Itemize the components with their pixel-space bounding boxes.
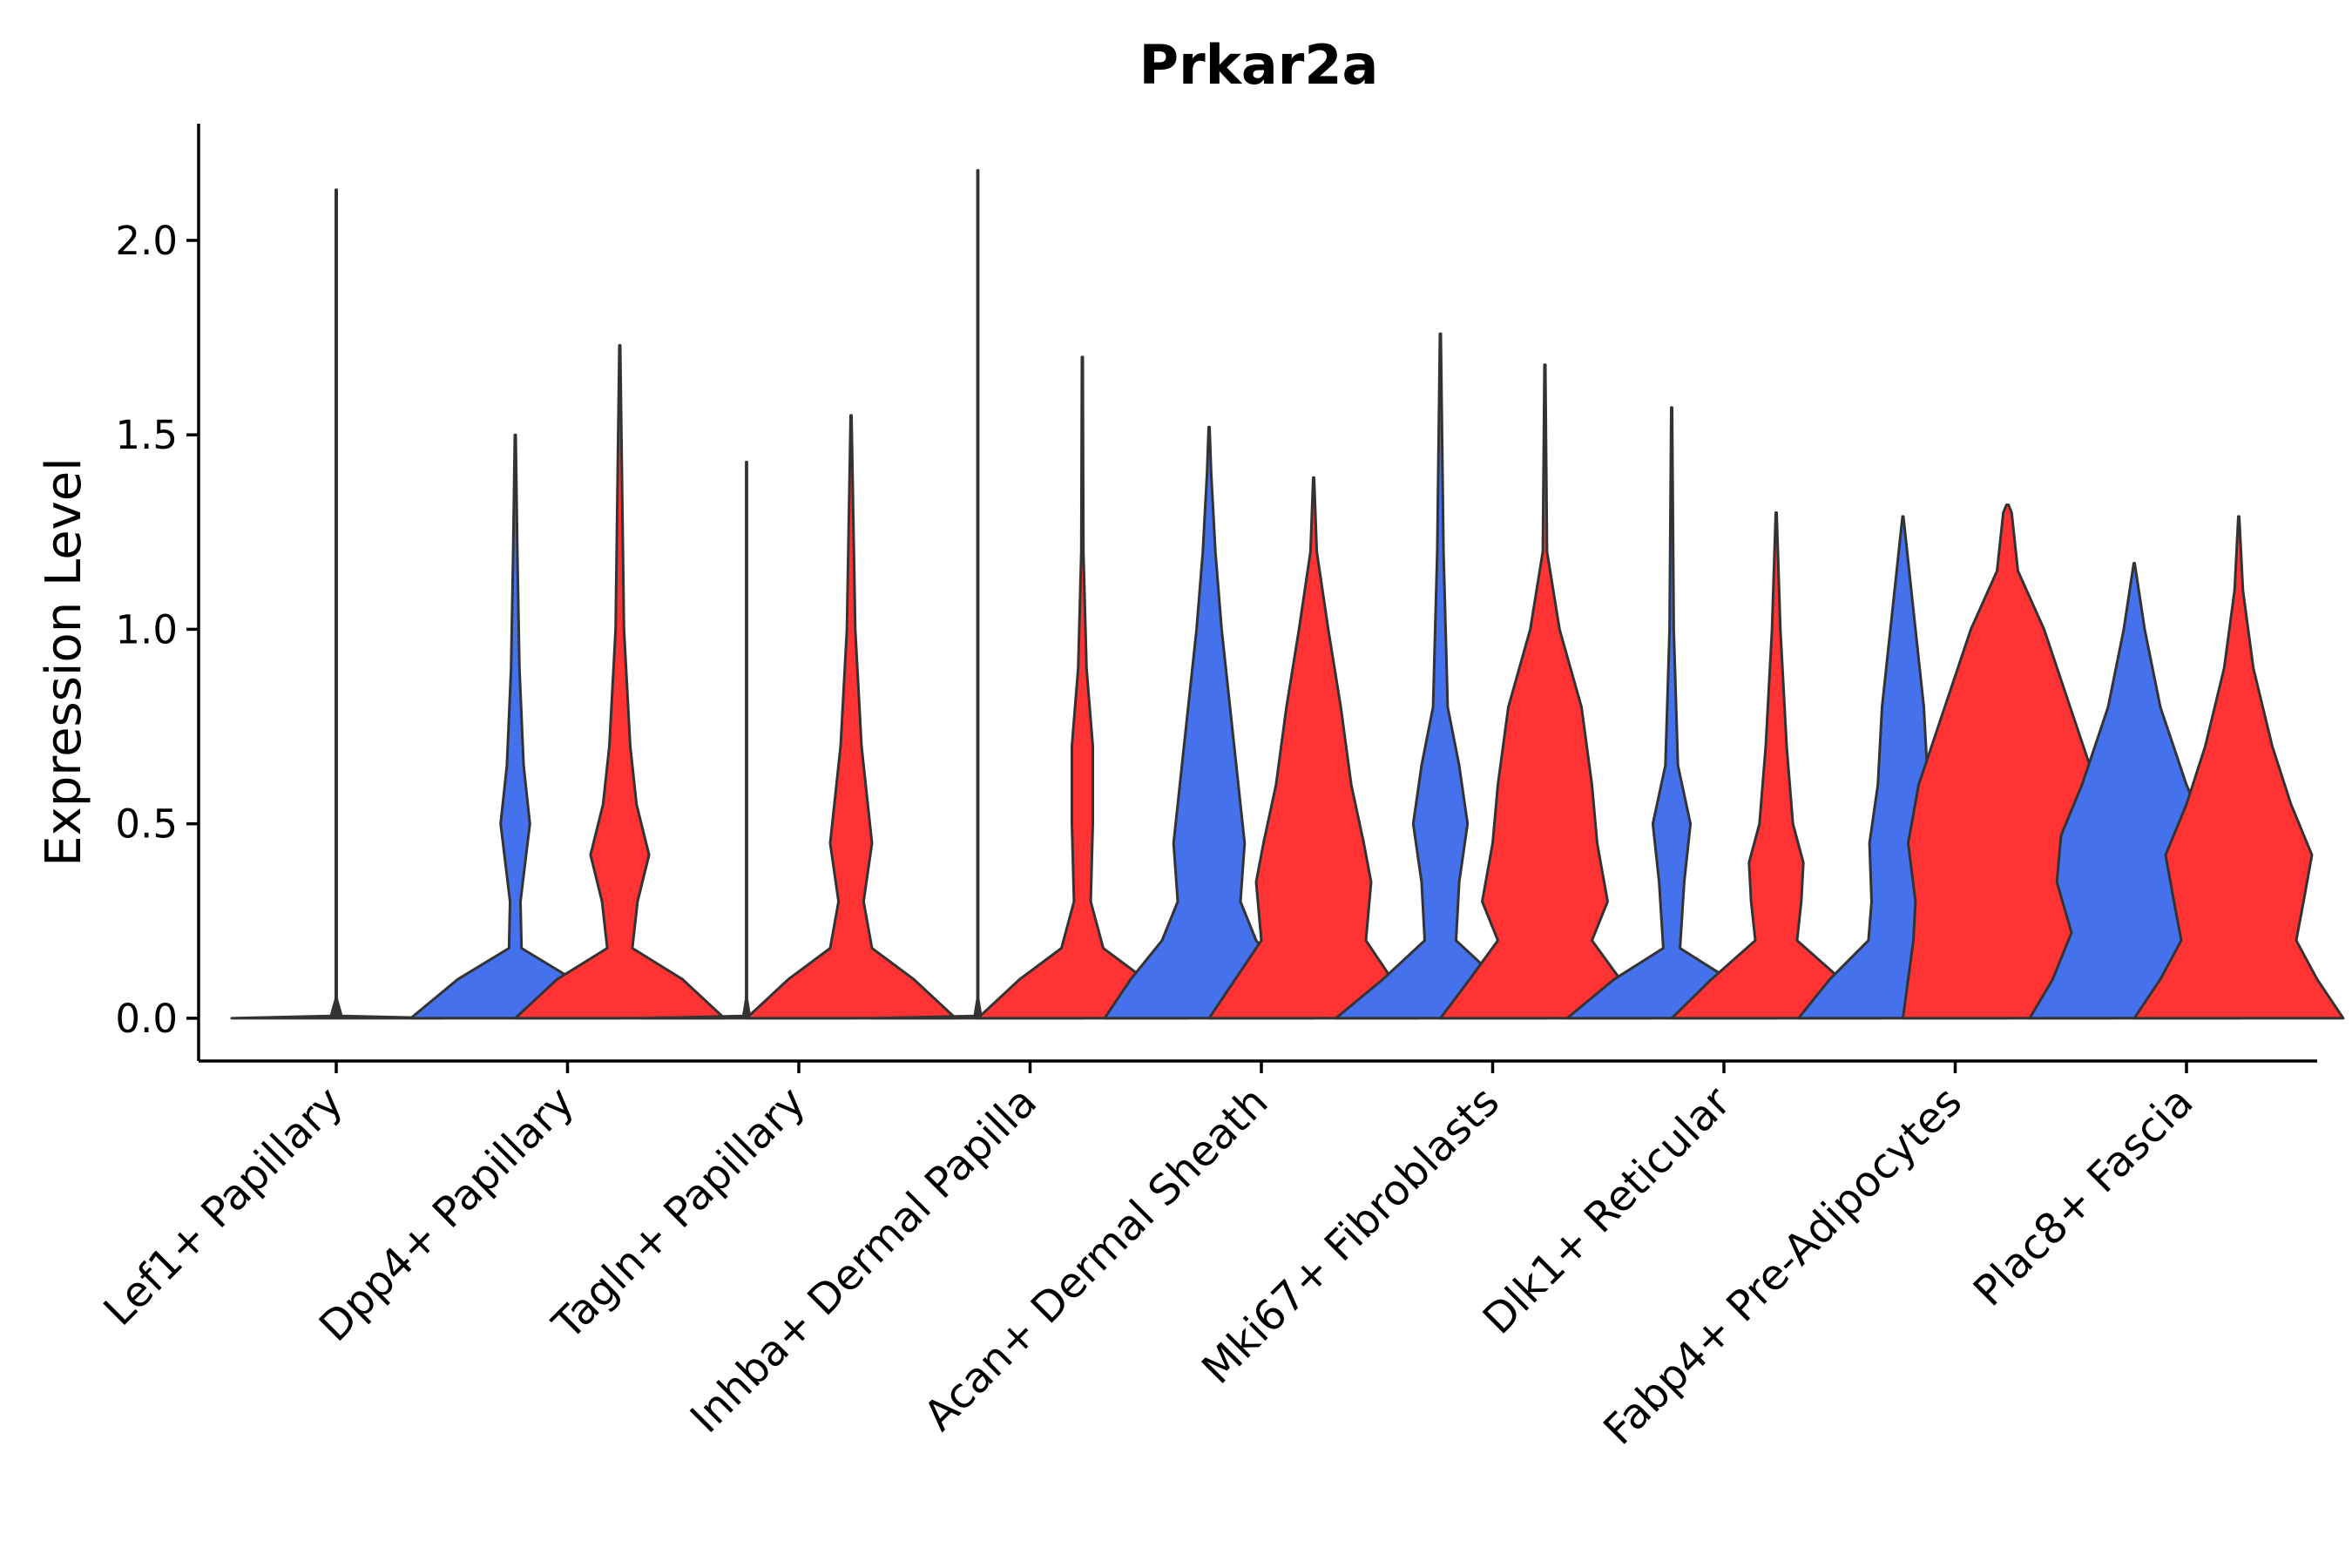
violin-blue-7	[1565, 406, 1778, 1020]
x-category-label: Lef1+ Papillary	[95, 1078, 353, 1335]
violin-blue-5	[1103, 425, 1315, 1020]
y-tick-label: 1.0	[115, 606, 178, 652]
violin-blue-1	[230, 188, 443, 1020]
violin-red-6	[1439, 363, 1651, 1020]
violin-blue-3	[640, 460, 853, 1020]
y-tick-label: 0.5	[115, 801, 178, 848]
violin-blue-4	[872, 169, 1084, 1020]
violin-red-7	[1670, 511, 1882, 1020]
violin-layer	[230, 169, 2345, 1020]
y-tick-label: 1.5	[115, 412, 178, 458]
violin-red-5	[1207, 476, 1420, 1020]
violin-red-2	[514, 344, 726, 1020]
violin-blue-6	[1335, 332, 1546, 1020]
violin-red-9	[2132, 515, 2345, 1020]
x-category-label: Dpp4+ Papillary	[310, 1078, 584, 1351]
chart-title: Prkar2a	[1139, 33, 1379, 97]
y-tick-label: 2.0	[115, 218, 178, 264]
violin-red-3	[745, 414, 957, 1020]
x-category-label: Dlk1+ Reticular	[1474, 1078, 1740, 1344]
x-category-label: Plac8+ Fascia	[1964, 1078, 2203, 1316]
x-category-label: Tagln+ Papillary	[543, 1078, 814, 1349]
violin-red-4	[977, 355, 1188, 1020]
violin-blue-2	[409, 433, 621, 1020]
y-tick-label: 0.0	[115, 996, 178, 1042]
y-axis-label: Expression Level	[36, 457, 92, 867]
